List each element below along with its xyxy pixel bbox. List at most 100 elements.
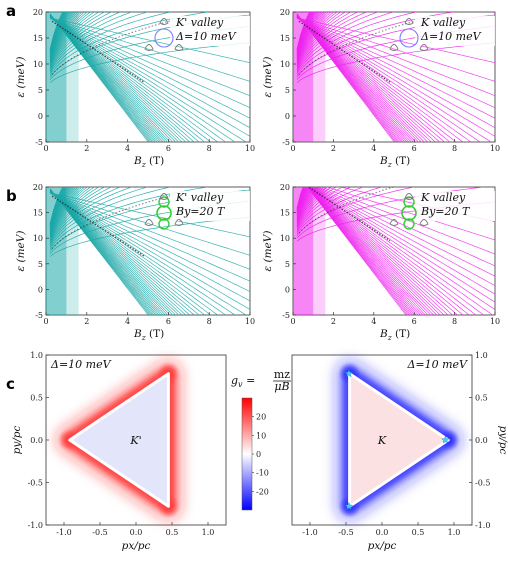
y-axis-label: py/pc xyxy=(11,425,23,454)
level-line-down xyxy=(317,187,495,267)
level-line-down xyxy=(49,17,250,109)
highlighted-level xyxy=(51,20,145,83)
level-line-down xyxy=(49,14,156,142)
highlighted-level-2 xyxy=(51,194,175,250)
colorbar-label: gv = xyxy=(231,374,255,389)
level-line-down xyxy=(296,16,436,142)
grey-pocket xyxy=(404,193,414,200)
fermi-lobe xyxy=(401,205,417,221)
level-line-up xyxy=(49,187,133,246)
level-line-down xyxy=(311,187,495,310)
valley-label: K xyxy=(377,434,387,447)
y-tick-label: 0 xyxy=(285,112,290,121)
level-line-down xyxy=(308,187,441,315)
level-line-down xyxy=(308,187,454,315)
gv-interior xyxy=(348,372,450,508)
fermi-lobe xyxy=(403,196,415,208)
y-tick-label: 10 xyxy=(280,234,290,243)
level-line-down xyxy=(296,15,419,142)
x-tick-label: 10 xyxy=(490,144,500,153)
y-tick-label: 5 xyxy=(38,260,43,269)
level-line-up xyxy=(49,12,92,65)
x-tick-label: 6 xyxy=(412,317,417,326)
level-line-up xyxy=(49,187,88,238)
y-tick-label: 15 xyxy=(33,209,43,218)
x-axis-label: Bz (T) xyxy=(379,328,410,342)
level-line-down xyxy=(49,192,227,315)
x-tick-label: 0.5 xyxy=(166,528,179,537)
level-line-down xyxy=(49,16,206,142)
y-tick-label: 20 xyxy=(280,183,290,192)
colorbar-tick-label: 0 xyxy=(256,450,261,459)
y-tick-label: 0 xyxy=(38,112,43,121)
y-tick-label: -0.5 xyxy=(28,479,43,488)
level-line-down xyxy=(296,17,481,142)
x-tick-label: 0 xyxy=(43,144,48,153)
x-tick-label: 1.0 xyxy=(448,528,461,537)
level-line-down xyxy=(307,187,421,315)
level-line-up xyxy=(49,12,133,71)
y-tick-label: 0 xyxy=(38,285,43,294)
grey-pocket xyxy=(144,219,154,226)
level-line-up xyxy=(49,187,100,241)
fermi-circle xyxy=(399,28,419,48)
level-line-down xyxy=(49,192,250,282)
x-tick-label: 6 xyxy=(412,144,417,153)
level-line-down xyxy=(49,16,187,142)
level-line-down xyxy=(49,191,200,315)
parameter-annotation: Δ=10 meV xyxy=(420,30,482,43)
grey-pocket xyxy=(419,219,429,226)
y-tick-label: 20 xyxy=(33,8,43,17)
x-tick-label: 6 xyxy=(166,144,171,153)
y-tick-label: -5 xyxy=(35,311,43,320)
star-marker xyxy=(344,501,354,510)
level-line-down xyxy=(309,187,470,315)
y-tick-label: -5 xyxy=(35,138,43,147)
level-line-up xyxy=(296,12,368,70)
delta-annotation: Δ=10 meV xyxy=(406,358,468,371)
level-line-down xyxy=(308,187,464,315)
level-line-up xyxy=(296,187,332,228)
level-line-down xyxy=(49,190,180,315)
grey-pocket xyxy=(174,44,184,51)
level-line-down xyxy=(49,14,162,142)
level-line-up xyxy=(296,12,332,63)
level-line-up xyxy=(49,12,85,63)
level-line-down xyxy=(49,15,168,142)
x-tick-label: 0.0 xyxy=(130,528,143,537)
level-line-down xyxy=(320,187,495,255)
valley-annotation: K valley xyxy=(420,191,466,204)
y-axis-label: ε (meV) xyxy=(15,57,27,98)
y-tick-label: 0.5 xyxy=(475,394,488,403)
grey-pocket xyxy=(159,193,169,200)
valley-annotation: K' valley xyxy=(175,191,224,204)
panel-c-right-heatmap: K Δ=10 meV -1.0 -0.5 0.0 0.5 1.0 -1.0 -0.5 0.0 0.5… xyxy=(291,351,508,552)
y-tick-label: 15 xyxy=(33,34,43,43)
x-tick-label: 0 xyxy=(43,317,48,326)
level-line-down xyxy=(308,187,458,315)
grey-pocket xyxy=(419,44,429,51)
level-line-up xyxy=(296,12,379,71)
y-tick-label: 10 xyxy=(280,60,290,69)
level-line-down xyxy=(296,16,451,142)
level-line-down xyxy=(49,192,250,270)
level-line-down xyxy=(49,192,236,315)
level-line-down xyxy=(49,16,195,142)
y-tick-label: -5 xyxy=(282,311,290,320)
level-line-down xyxy=(296,17,492,142)
level-line-down xyxy=(312,187,495,295)
level-line-down xyxy=(49,191,212,315)
x-tick-label: 4 xyxy=(371,144,376,153)
y-tick-label: 5 xyxy=(285,86,290,95)
x-axis-label: Bz (T) xyxy=(379,155,410,169)
level-line-down xyxy=(296,15,422,142)
annotation-background xyxy=(170,191,250,221)
level-line-down xyxy=(296,14,408,142)
level-line-down xyxy=(307,187,438,315)
x-tick-label: -0.5 xyxy=(92,528,107,537)
level-line-up xyxy=(49,187,113,243)
star-marker xyxy=(441,435,450,444)
level-line-up xyxy=(296,42,495,83)
fermi-surface-inset xyxy=(144,18,184,51)
